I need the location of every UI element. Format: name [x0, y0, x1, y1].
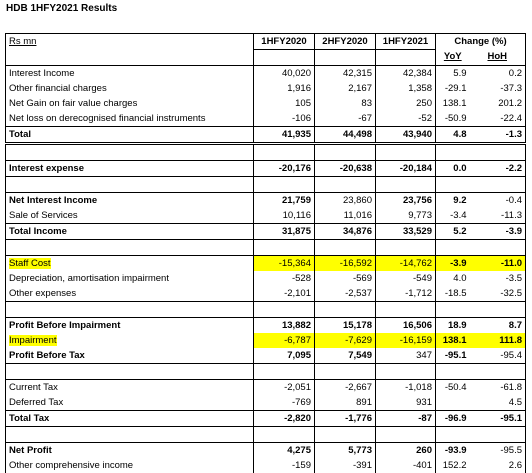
subheader-row: YoY HoH	[5, 49, 526, 66]
col-header-1hfy2021: 1HFY2021	[375, 33, 436, 50]
col-header-change: Change (%)	[435, 33, 526, 50]
table-row: Net Profit 4,275 5,773 260 -93.9 -95.5	[5, 442, 526, 458]
table-row-total: Total Tax -2,820 -1,776 -87 -96.9 -95.1	[5, 410, 526, 427]
table-row: Other comprehensive income -159 -391 -401 15…	[5, 458, 526, 473]
col-header-yoy: YoY	[443, 51, 462, 63]
table-row-total: Total 41,935 44,498 43,940 4.8 -1.3	[5, 126, 526, 145]
table-row: Net loss on derecognised financial instr…	[5, 111, 526, 127]
col-header-2hfy2020: 2HFY2020	[314, 33, 376, 50]
table-row: Deferred Tax -769 891 931 4.5	[5, 395, 526, 411]
header-row: Rs mn 1HFY2020 2HFY2020 1HFY2021 Change …	[5, 33, 526, 50]
table-row: Profit Before Impairment 13,882 15,178 16,5…	[5, 317, 526, 333]
table-row-total: Total Income 31,875 34,876 33,529 5.2 -3.9	[5, 223, 526, 240]
page-title: HDB 1HFY2021 Results	[6, 3, 118, 14]
table-row: Profit Before Tax 7,095 7,549 347 -95.1 -95.4	[5, 348, 526, 364]
table-row: Other financial charges 1,916 2,167 1,358 -2…	[5, 81, 526, 96]
col-header-1hfy2020: 1HFY2020	[253, 33, 315, 50]
table-row: Net Gain on fair value charges 105 83 250 13…	[5, 96, 526, 111]
spacer-row	[5, 426, 526, 443]
table-row-highlighted: Staff Cost -15,364 -16,592 -14,762 -3.9 -11.0	[5, 255, 526, 271]
col-header-hoh: HoH	[487, 51, 508, 63]
results-table: Rs mn 1HFY2020 2HFY2020 1HFY2021 Change …	[5, 33, 526, 473]
table-row: Depreciation, amortisation impairment -52…	[5, 271, 526, 286]
unit-label: Rs mn	[9, 35, 37, 47]
table-row: Net Interest Income 21,759 23,860 23,756 9.2…	[5, 192, 526, 208]
spacer-row	[5, 363, 526, 380]
spacer-row	[5, 239, 526, 256]
table-row: Sale of Services 10,116 11,016 9,773 -3.4 -11…	[5, 208, 526, 224]
spacer-row	[5, 301, 526, 318]
spacer-row	[5, 176, 526, 193]
table-row: Current Tax -2,051 -2,667 -1,018 -50.4 -61.8	[5, 379, 526, 395]
table-row-highlighted: Impairment -6,787 -7,629 -16,159 138.1 111.8	[5, 333, 526, 348]
table-row: Other expenses -2,101 -2,537 -1,712 -18.5 -32…	[5, 286, 526, 302]
table-row: Interest Income 40,020 42,315 42,384 5.9 0.2	[5, 65, 526, 81]
table-row: Interest expense -20,176 -20,638 -20,184 0.0…	[5, 160, 526, 177]
spacer-row	[5, 143, 526, 161]
